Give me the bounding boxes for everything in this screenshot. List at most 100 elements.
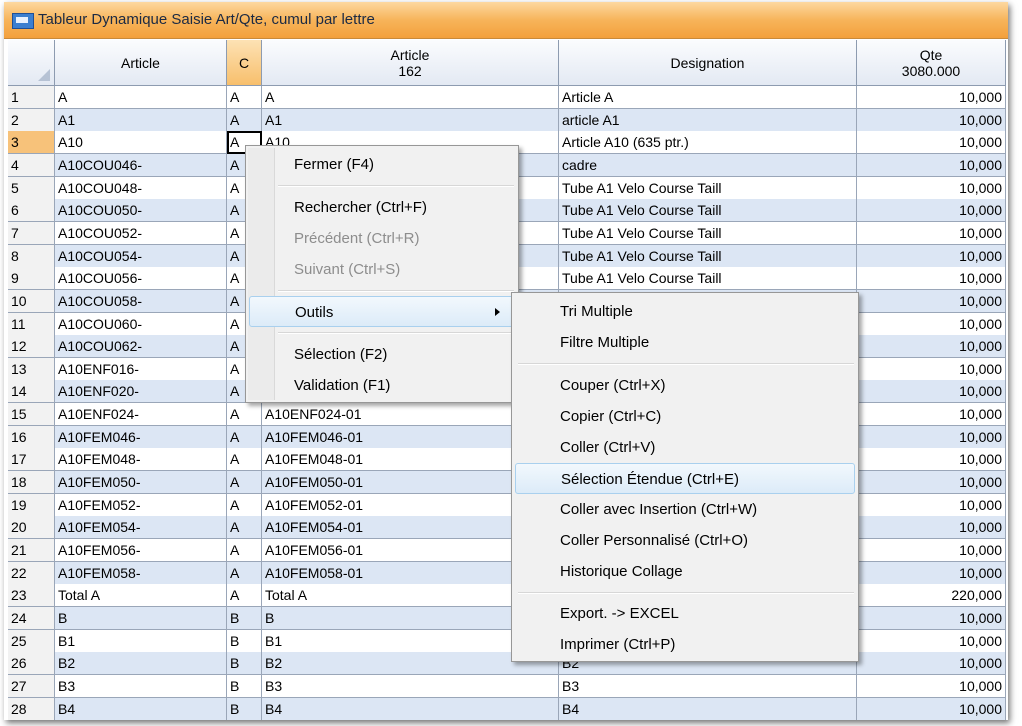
cell[interactable]: 220,000 [857,584,1006,608]
cell[interactable]: A [227,471,262,495]
cell[interactable]: A10ENF016- [55,357,227,381]
cell[interactable]: A10FEM056- [55,539,227,562]
menu-item[interactable]: Couper (Ctrl+X) [515,370,855,401]
cell[interactable]: 10,000 [857,471,1006,495]
cell[interactable]: Tube A1 Velo Course Taill [559,267,857,291]
cell[interactable]: 10,000 [857,267,1006,291]
menu-item[interactable]: Coller Personnalisé (Ctrl+O) [515,525,855,556]
cell[interactable]: B [227,629,262,653]
column-header[interactable]: Article 162 [262,40,559,86]
menu-item[interactable]: Outils [249,296,515,327]
cell[interactable]: A [227,425,262,449]
cell[interactable]: B2 [55,652,227,676]
cell[interactable]: A10FEM046-01 [262,425,559,449]
menu-item[interactable]: Filtre Multiple [515,327,855,358]
cell[interactable]: Tube A1 Velo Course Taill [559,199,857,223]
cell[interactable]: 10,000 [857,606,1006,630]
cell[interactable]: 10,000 [857,561,1006,585]
cell[interactable]: B [55,606,227,630]
cell[interactable]: 10,000 [857,403,1006,427]
cell[interactable]: 10,000 [857,674,1006,698]
menu-item[interactable]: Coller (Ctrl+V) [515,432,855,463]
cell[interactable]: A10ENF024- [55,403,227,427]
menu-item[interactable]: Historique Collage [515,556,855,587]
cell[interactable]: B [227,674,262,698]
cell[interactable]: B [227,652,262,676]
cell[interactable]: A10FEM052-01 [262,493,559,517]
cell[interactable]: A10FEM054- [55,516,227,540]
cell[interactable]: A10FEM054-01 [262,516,559,540]
cell[interactable]: Tube A1 Velo Course Taill [559,176,857,200]
cell[interactable]: 10,000 [857,516,1006,540]
menu-item[interactable]: Export. -> EXCEL [515,598,855,629]
cell[interactable]: A10COU046- [55,153,227,177]
cell[interactable]: 10,000 [857,176,1006,200]
menu-item[interactable]: Sélection Étendue (Ctrl+E) [515,462,855,494]
menu-item[interactable]: Sélection (F2) [249,339,515,370]
cell[interactable]: A10FEM056-01 [262,539,559,562]
cell[interactable]: A [55,86,227,109]
cell[interactable]: A10COU056- [55,267,227,291]
cell[interactable]: Article A [559,86,857,109]
menu-item[interactable]: Suivant (Ctrl+S) [249,254,515,285]
cell[interactable]: B4 [55,697,227,720]
cell[interactable]: Total A [262,584,559,608]
column-header[interactable]: C [227,40,262,86]
menu-item[interactable]: Copier (Ctrl+C) [515,401,855,432]
cell[interactable]: B1 [55,629,227,653]
menu-item[interactable]: Précédent (Ctrl+R) [249,223,515,254]
cell[interactable]: Tube A1 Velo Course Taill [559,221,857,245]
cell[interactable]: 10,000 [857,652,1006,676]
cell[interactable]: 10,000 [857,380,1006,404]
column-header[interactable]: Qte 3080.000 [857,40,1006,86]
menu-item[interactable]: Imprimer (Ctrl+P) [515,629,855,660]
cell[interactable]: A [227,108,262,132]
cell[interactable]: A10COU050- [55,199,227,223]
cell[interactable]: A [227,86,262,109]
column-header[interactable]: Designation [559,40,857,86]
cell[interactable]: A [227,539,262,562]
cell[interactable]: B3 [262,674,559,698]
column-header[interactable]: Article [55,40,227,86]
menu-item[interactable]: Validation (F1) [249,370,515,401]
cell[interactable]: A10COU048- [55,176,227,200]
cell[interactable]: 10,000 [857,425,1006,449]
cell[interactable]: 10,000 [857,697,1006,720]
cell[interactable]: A10COU062- [55,335,227,359]
cell[interactable]: article A1 [559,108,857,132]
cell[interactable]: 10,000 [857,86,1006,109]
cell[interactable]: 10,000 [857,244,1006,268]
cell[interactable]: A10FEM058-01 [262,561,559,585]
menu-item[interactable]: Tri Multiple [515,296,855,327]
cell[interactable]: B [227,697,262,720]
cell[interactable]: 10,000 [857,629,1006,653]
menu-item[interactable]: Fermer (F4) [249,149,515,180]
cell[interactable]: A10COU052- [55,221,227,245]
cell[interactable]: 10,000 [857,357,1006,381]
cell[interactable]: A10FEM058- [55,561,227,585]
cell[interactable]: 10,000 [857,131,1006,155]
cell[interactable]: A10FEM052- [55,493,227,517]
cell[interactable]: B3 [559,674,857,698]
cell[interactable]: A10COU060- [55,312,227,336]
cell[interactable]: A10ENF024-01 [262,403,559,427]
menu-item[interactable]: Rechercher (Ctrl+F) [249,192,515,223]
cell[interactable]: A10COU054- [55,244,227,268]
cell[interactable]: A10FEM046- [55,425,227,449]
cell[interactable]: A1 [55,108,227,132]
cell[interactable]: 10,000 [857,108,1006,132]
cell[interactable]: A [262,86,559,109]
cell[interactable]: B1 [262,629,559,653]
cell[interactable]: A10FEM050-01 [262,471,559,495]
cell[interactable]: A [227,403,262,427]
cell[interactable]: A10FEM048-01 [262,448,559,472]
cell[interactable]: A [227,516,262,540]
cell[interactable]: 10,000 [857,199,1006,223]
cell[interactable]: B4 [262,697,559,720]
cell[interactable]: 10,000 [857,153,1006,177]
cell[interactable]: 10,000 [857,448,1006,472]
cell[interactable]: B2 [262,652,559,676]
cell[interactable]: A10FEM050- [55,471,227,495]
cell[interactable]: A10 [55,131,227,155]
cell[interactable]: A [227,448,262,472]
